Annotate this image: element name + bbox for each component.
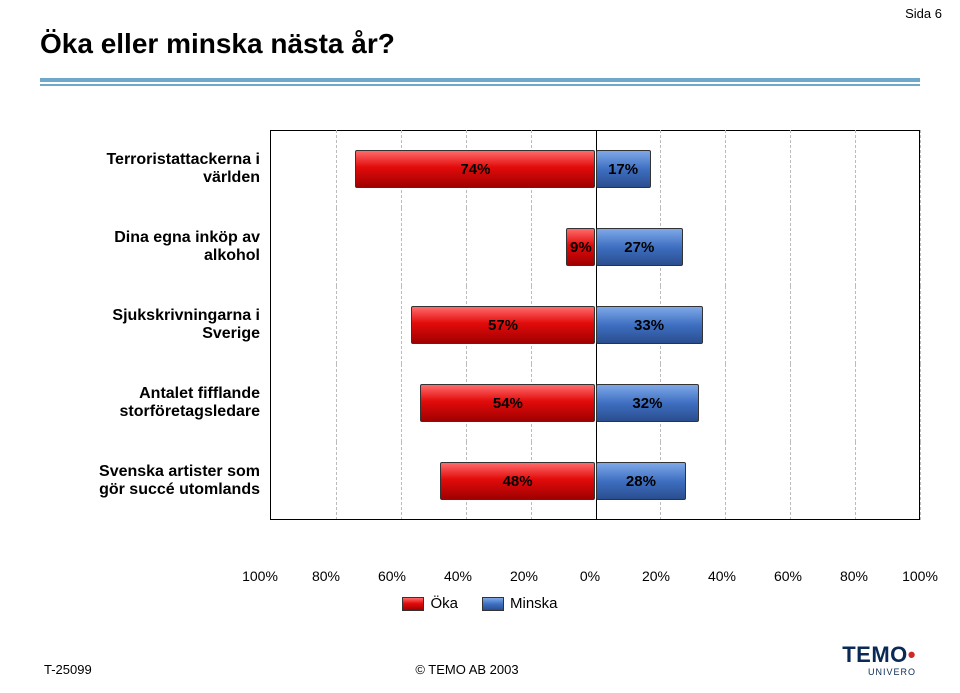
footer-left: T-25099 xyxy=(44,662,92,677)
chart-row: Svenska artister somgör succé utomlands … xyxy=(40,442,920,520)
axis-tick: 100% xyxy=(902,568,938,584)
bar-right: 27% xyxy=(596,228,684,266)
axis-tick: 80% xyxy=(312,568,340,584)
bar-right: 17% xyxy=(596,150,651,188)
bar-right: 28% xyxy=(596,462,687,500)
category-label: Sjukskrivningarna iSverige xyxy=(40,307,270,344)
axis-tick: 100% xyxy=(242,568,278,584)
legend-label: Öka xyxy=(430,595,458,612)
bar-right: 32% xyxy=(596,384,700,422)
legend-swatch xyxy=(482,597,504,611)
category-label: Antalet fifflandestorföretagsledare xyxy=(40,385,270,422)
legend-item: Öka xyxy=(402,595,458,612)
axis-tick: 40% xyxy=(708,568,736,584)
bar-left: 54% xyxy=(420,384,595,422)
category-label: Terroristattackerna ivärlden xyxy=(40,151,270,188)
page-title: Öka eller minska nästa år? xyxy=(40,28,395,60)
footer: T-25099 © TEMO AB 2003 TEMO• UNIVERO xyxy=(44,644,916,677)
legend: Öka Minska xyxy=(0,595,960,612)
bar-right: 33% xyxy=(596,306,703,344)
page-number: Sida 6 xyxy=(905,6,942,21)
bar-left: 9% xyxy=(566,228,595,266)
axis-tick: 0% xyxy=(580,568,600,584)
x-axis: 100%80%60%40%20%0%20%40%60%80%100% xyxy=(260,560,920,590)
footer-center: © TEMO AB 2003 xyxy=(415,662,518,677)
axis-tick: 40% xyxy=(444,568,472,584)
legend-label: Minska xyxy=(510,595,558,612)
category-label: Svenska artister somgör succé utomlands xyxy=(40,463,270,500)
chart-row: Antalet fifflandestorföretagsledare 54% … xyxy=(40,364,920,442)
bar-left: 48% xyxy=(440,462,596,500)
legend-item: Minska xyxy=(482,595,558,612)
axis-tick: 80% xyxy=(840,568,868,584)
bar-left: 57% xyxy=(411,306,596,344)
chart-row: Terroristattackerna ivärlden 74% 17% xyxy=(40,130,920,208)
slide: Sida 6 Öka eller minska nästa år? Terror… xyxy=(0,0,960,693)
axis-tick: 20% xyxy=(642,568,670,584)
diverging-bar-chart: Terroristattackerna ivärlden 74% 17% Din… xyxy=(40,130,920,560)
axis-tick: 20% xyxy=(510,568,538,584)
title-rule xyxy=(40,78,920,86)
axis-tick: 60% xyxy=(378,568,406,584)
chart-row: Dina egna inköp avalkohol 9% 27% xyxy=(40,208,920,286)
legend-swatch xyxy=(402,597,424,611)
chart-row: Sjukskrivningarna iSverige 57% 33% xyxy=(40,286,920,364)
category-label: Dina egna inköp avalkohol xyxy=(40,229,270,266)
bar-left: 74% xyxy=(355,150,595,188)
axis-tick: 60% xyxy=(774,568,802,584)
logo: TEMO• UNIVERO xyxy=(842,644,916,677)
